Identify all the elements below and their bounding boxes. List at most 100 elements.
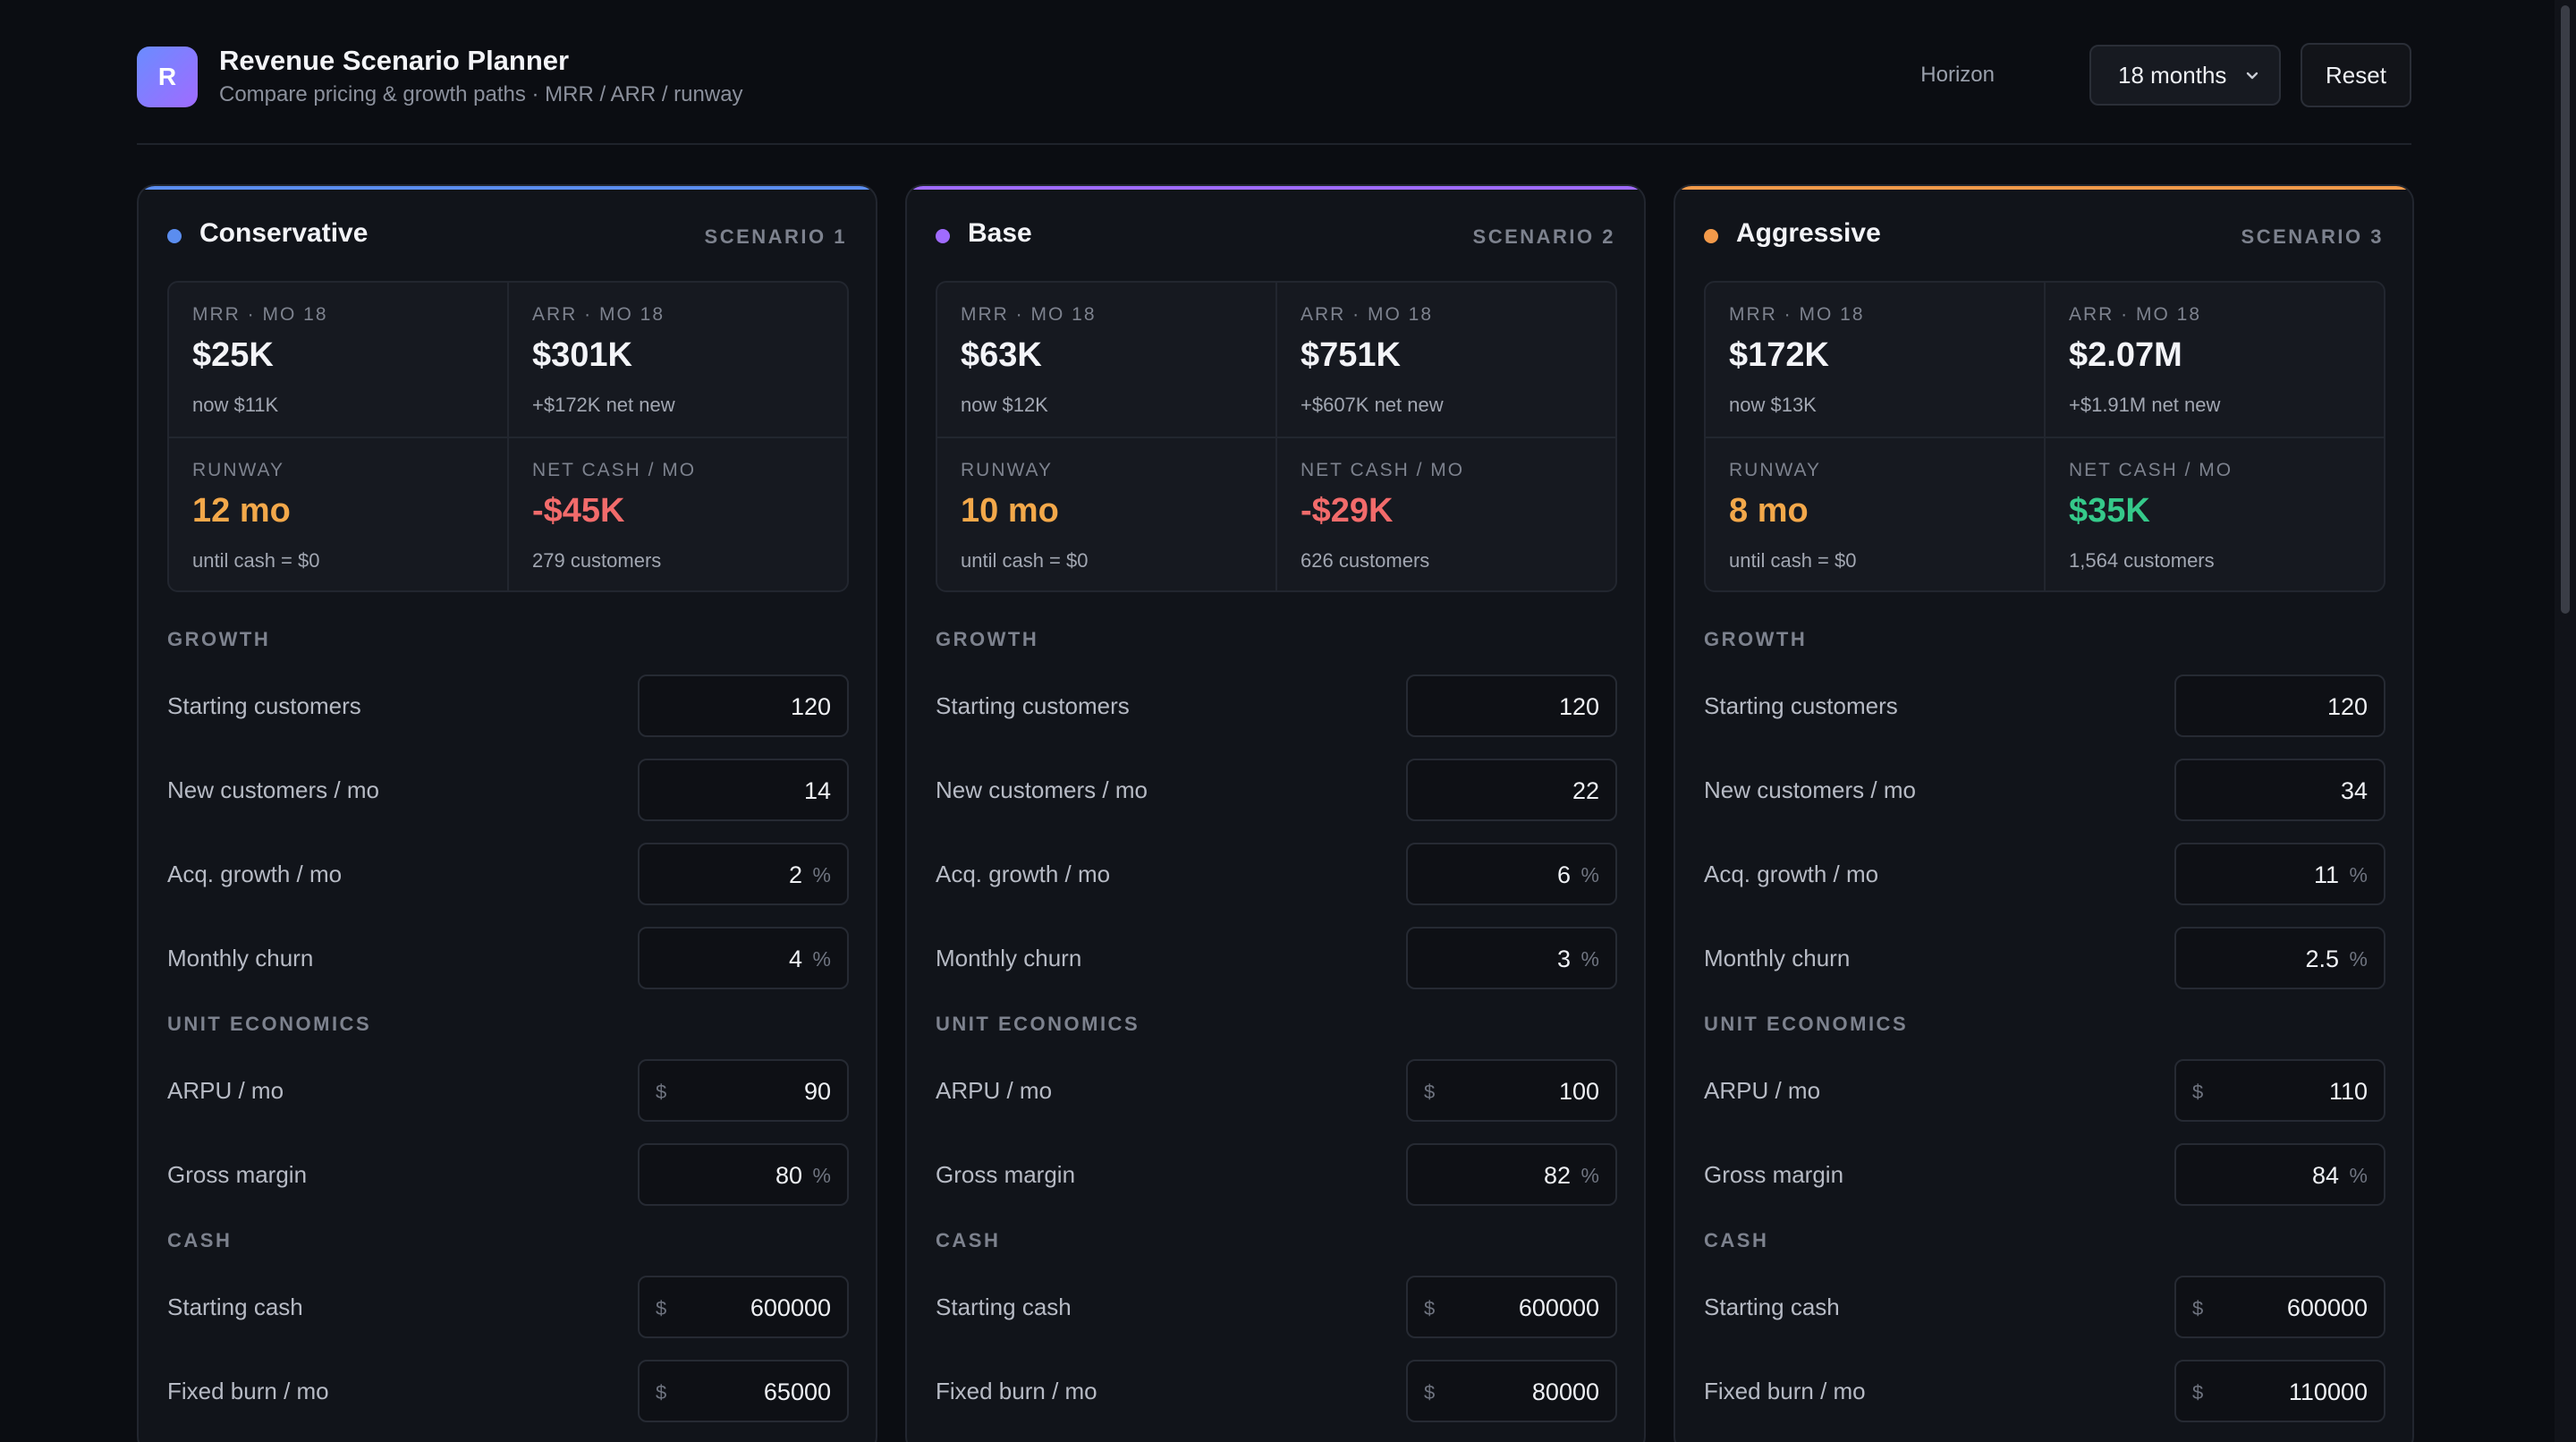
field-new-customers: New customers / mo 34	[1704, 759, 2385, 821]
app-header: R Revenue Scenario Planner Compare prici…	[137, 43, 2411, 111]
dollar-prefix: $	[2192, 1381, 2204, 1404]
chevron-down-icon	[2246, 72, 2258, 80]
metric-value: 12 mo	[192, 492, 291, 530]
metric-subtext: until cash = $0	[1729, 549, 1857, 572]
metric-label: MRR · MO 18	[192, 304, 328, 325]
field-fixed-burn: Fixed burn / mo $ 80000	[936, 1360, 1617, 1422]
metric-value: 8 mo	[1729, 492, 1809, 530]
new-customers-input[interactable]: 22	[1406, 759, 1617, 821]
metric-arr: ARR · MO 18 $751K +$607K net new	[1277, 283, 1599, 435]
metric-label: NET CASH / MO	[532, 460, 697, 480]
monthly-churn-input[interactable]: 3 %	[1406, 927, 1617, 989]
field-starting-cash: Starting cash $ 600000	[1704, 1276, 2385, 1338]
percent-suffix: %	[812, 1164, 831, 1187]
gross-margin-input[interactable]: 82 %	[1406, 1143, 1617, 1206]
input-value: 14	[803, 777, 831, 804]
header-divider	[137, 143, 2411, 145]
metric-value: $63K	[961, 336, 1042, 374]
percent-suffix: %	[1580, 863, 1599, 886]
arpu-input[interactable]: $ 100	[1406, 1059, 1617, 1122]
field-label: Starting customers	[936, 692, 1130, 719]
field-label: New customers / mo	[167, 776, 379, 803]
starting-customers-input[interactable]: 120	[2174, 674, 2385, 737]
new-customers-input[interactable]: 14	[638, 759, 849, 821]
scenario-color-dot	[936, 229, 950, 243]
fixed-burn-input[interactable]: $ 65000	[638, 1360, 849, 1422]
dollar-prefix: $	[1424, 1381, 1436, 1404]
gross-margin-input[interactable]: 84 %	[2174, 1143, 2385, 1206]
acq-growth-input[interactable]: 6 %	[1406, 843, 1617, 905]
scenario-card-base: Base SCENARIO 2 MRR · MO 18 $63K now $12…	[905, 184, 1646, 1442]
metrics-divider	[1706, 437, 2384, 438]
arpu-input[interactable]: $ 110	[2174, 1059, 2385, 1122]
field-label: Monthly churn	[1704, 945, 1851, 971]
metric-label: ARR · MO 18	[532, 304, 665, 325]
field-label: Fixed burn / mo	[1704, 1378, 1866, 1404]
metric-mrr: MRR · MO 18 $63K now $12K	[937, 283, 1259, 435]
scrollbar[interactable]	[2555, 0, 2576, 1442]
monthly-churn-input[interactable]: 2.5 %	[2174, 927, 2385, 989]
starting-cash-input[interactable]: $ 600000	[638, 1276, 849, 1338]
metric-subtext: now $12K	[961, 394, 1048, 416]
dollar-prefix: $	[2192, 1081, 2204, 1103]
metric-value: $301K	[532, 336, 632, 374]
metric-subtext: now $13K	[1729, 394, 1817, 416]
metric-value: -$45K	[532, 492, 625, 530]
field-label: ARPU / mo	[936, 1077, 1053, 1104]
field-label: Fixed burn / mo	[936, 1378, 1097, 1404]
dollar-prefix: $	[2192, 1297, 2204, 1319]
scrollbar-thumb[interactable]	[2561, 5, 2570, 614]
metric-value: $751K	[1301, 336, 1401, 374]
app-title: Revenue Scenario Planner	[219, 45, 570, 76]
percent-suffix: %	[2349, 863, 2368, 886]
scenario-tag: SCENARIO 3	[2241, 225, 2384, 248]
starting-cash-input[interactable]: $ 600000	[2174, 1276, 2385, 1338]
scenario-name: Base	[968, 218, 1032, 248]
field-monthly-churn: Monthly churn 4 %	[167, 927, 849, 989]
metric-runway: RUNWAY 12 mo until cash = $0	[169, 438, 491, 590]
percent-suffix: %	[2349, 1164, 2368, 1187]
percent-suffix: %	[2349, 947, 2368, 971]
field-acq-growth: Acq. growth / mo 11 %	[1704, 843, 2385, 905]
section-cash: CASH	[1704, 1229, 1769, 1251]
acq-growth-input[interactable]: 11 %	[2174, 843, 2385, 905]
reset-button[interactable]: Reset	[2301, 43, 2411, 107]
input-value: 22	[1572, 777, 1599, 804]
field-arpu: ARPU / mo $ 110	[1704, 1059, 2385, 1122]
metric-runway: RUNWAY 8 mo until cash = $0	[1706, 438, 2028, 590]
input-value: 100	[1558, 1078, 1599, 1105]
input-value: 82	[1543, 1162, 1571, 1189]
metric-arr: ARR · MO 18 $301K +$172K net new	[509, 283, 831, 435]
scenario-color-dot	[167, 229, 182, 243]
metric-label: NET CASH / MO	[2069, 460, 2233, 480]
gross-margin-input[interactable]: 80 %	[638, 1143, 849, 1206]
metric-subtext: until cash = $0	[192, 549, 320, 572]
metrics-panel: MRR · MO 18 $25K now $11K ARR · MO 18 $3…	[167, 281, 849, 592]
fixed-burn-input[interactable]: $ 80000	[1406, 1360, 1617, 1422]
metrics-panel: MRR · MO 18 $172K now $13K ARR · MO 18 $…	[1704, 281, 2385, 592]
fixed-burn-input[interactable]: $ 110000	[2174, 1360, 2385, 1422]
starting-customers-input[interactable]: 120	[1406, 674, 1617, 737]
field-acq-growth: Acq. growth / mo 2 %	[167, 843, 849, 905]
dollar-prefix: $	[1424, 1297, 1436, 1319]
input-value: 120	[790, 693, 831, 720]
metric-mrr: MRR · MO 18 $25K now $11K	[169, 283, 491, 435]
arpu-input[interactable]: $ 90	[638, 1059, 849, 1122]
field-gross-margin: Gross margin 82 %	[936, 1143, 1617, 1206]
starting-cash-input[interactable]: $ 600000	[1406, 1276, 1617, 1338]
metric-subtext: 626 customers	[1301, 549, 1430, 572]
field-label: New customers / mo	[936, 776, 1148, 803]
scenario-name: Conservative	[199, 218, 369, 248]
new-customers-input[interactable]: 34	[2174, 759, 2385, 821]
acq-growth-input[interactable]: 2 %	[638, 843, 849, 905]
card-accent-bar	[907, 186, 1644, 190]
dollar-prefix: $	[656, 1381, 667, 1404]
input-value: 600000	[1518, 1294, 1599, 1321]
monthly-churn-input[interactable]: 4 %	[638, 927, 849, 989]
starting-customers-input[interactable]: 120	[638, 674, 849, 737]
dollar-prefix: $	[1424, 1081, 1436, 1103]
horizon-select[interactable]: 18 months	[2089, 45, 2281, 106]
field-label: Fixed burn / mo	[167, 1378, 329, 1404]
metric-label: RUNWAY	[1729, 460, 1821, 480]
field-label: Starting cash	[936, 1294, 1072, 1320]
